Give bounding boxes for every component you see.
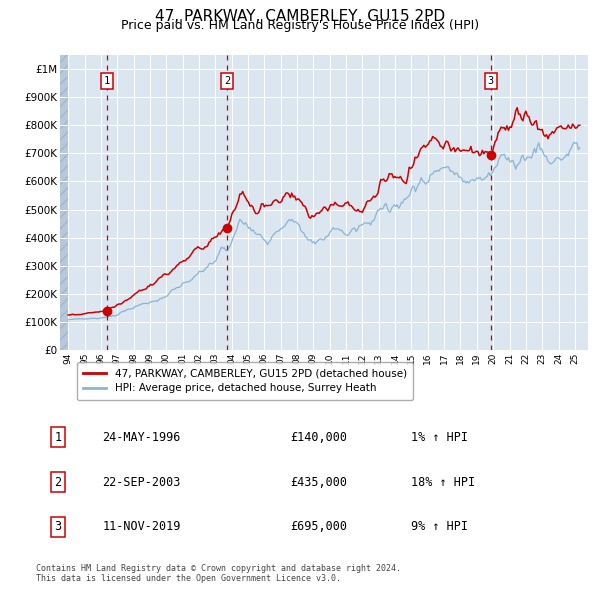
Text: 3: 3 [488, 76, 494, 86]
Text: Price paid vs. HM Land Registry's House Price Index (HPI): Price paid vs. HM Land Registry's House … [121, 19, 479, 32]
Text: 2: 2 [224, 76, 230, 86]
Text: 1: 1 [55, 431, 62, 444]
Text: 18% ↑ HPI: 18% ↑ HPI [412, 476, 475, 489]
Text: 47, PARKWAY, CAMBERLEY, GU15 2PD: 47, PARKWAY, CAMBERLEY, GU15 2PD [155, 9, 445, 24]
Text: 24-MAY-1996: 24-MAY-1996 [102, 431, 181, 444]
Text: 11-NOV-2019: 11-NOV-2019 [102, 520, 181, 533]
Text: 1% ↑ HPI: 1% ↑ HPI [412, 431, 469, 444]
Text: 3: 3 [55, 520, 62, 533]
Text: £140,000: £140,000 [290, 431, 347, 444]
Text: 2: 2 [55, 476, 62, 489]
Text: 22-SEP-2003: 22-SEP-2003 [102, 476, 181, 489]
Text: 1: 1 [104, 76, 110, 86]
Text: £435,000: £435,000 [290, 476, 347, 489]
Bar [60, 55, 69, 350]
Text: £695,000: £695,000 [290, 520, 347, 533]
Text: 9% ↑ HPI: 9% ↑ HPI [412, 520, 469, 533]
Text: Contains HM Land Registry data © Crown copyright and database right 2024.
This d: Contains HM Land Registry data © Crown c… [36, 563, 401, 583]
Legend: 47, PARKWAY, CAMBERLEY, GU15 2PD (detached house), HPI: Average price, detached : 47, PARKWAY, CAMBERLEY, GU15 2PD (detach… [77, 362, 413, 399]
